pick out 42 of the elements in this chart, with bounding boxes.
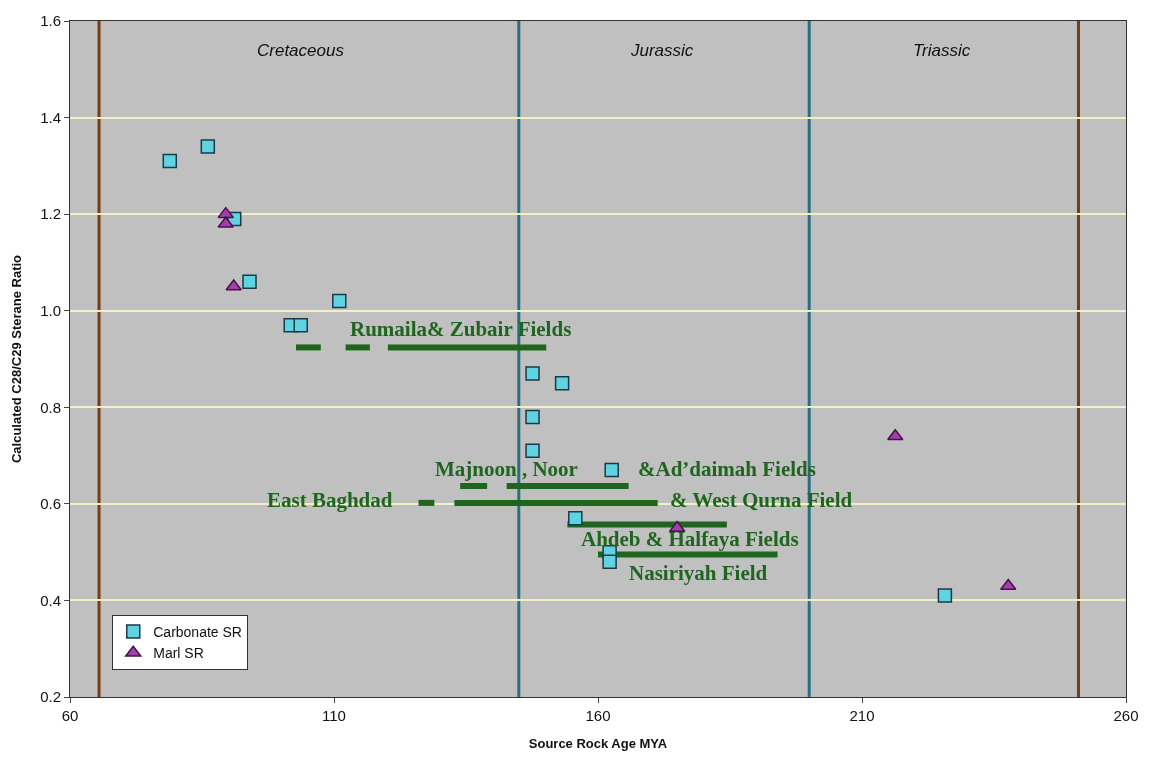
y-tick-label: 0.4 — [40, 591, 61, 609]
point — [225, 279, 242, 291]
point — [200, 139, 216, 154]
annotation: Triassic — [913, 41, 971, 60]
annotation: Cretaceous — [257, 41, 345, 60]
point — [242, 274, 257, 289]
point — [568, 511, 583, 526]
annotation: Majnoon , Noor — [435, 457, 578, 481]
point — [525, 443, 540, 458]
point — [332, 293, 347, 309]
x-tick-label: 210 — [849, 707, 875, 724]
point — [293, 317, 308, 333]
point — [217, 206, 235, 219]
x-tick-label: 60 — [61, 707, 79, 724]
point — [1000, 578, 1017, 590]
y-tick-label: 1.4 — [40, 108, 61, 126]
point — [602, 554, 617, 570]
legend-label: Carbonate SR — [153, 624, 242, 641]
annotation: Ahdeb & Halfaya Fields — [581, 527, 799, 551]
annotation: East Baghdad — [267, 488, 393, 512]
point — [887, 429, 904, 441]
y-tick-label: 1.0 — [40, 301, 61, 319]
annotation: Jurassic — [630, 41, 694, 60]
y-axis-title: Calculated C28/C29 Sterane Ratio — [9, 254, 25, 464]
x-tick-label: 260 — [1113, 707, 1139, 724]
legend-label: Marl SR — [153, 645, 204, 662]
point — [937, 588, 953, 603]
point — [525, 409, 540, 425]
point — [162, 153, 178, 169]
y-tick-label: 1.2 — [40, 205, 61, 223]
annotation: & West Qurna Field — [670, 488, 853, 512]
x-tick-label: 110 — [322, 707, 346, 724]
y-tick-label: 0.6 — [40, 495, 61, 513]
x-axis-title: Source Rock Age MYA — [528, 735, 668, 751]
point — [554, 375, 570, 391]
annotation: Nasiriyah Field — [629, 561, 768, 585]
point — [604, 462, 619, 478]
y-tick-label: 1.6 — [40, 12, 61, 30]
x-tick-label: 160 — [585, 707, 611, 724]
y-tick-label: 0.2 — [40, 688, 61, 706]
y-tick-label: 0.8 — [40, 398, 61, 416]
point — [525, 366, 540, 381]
